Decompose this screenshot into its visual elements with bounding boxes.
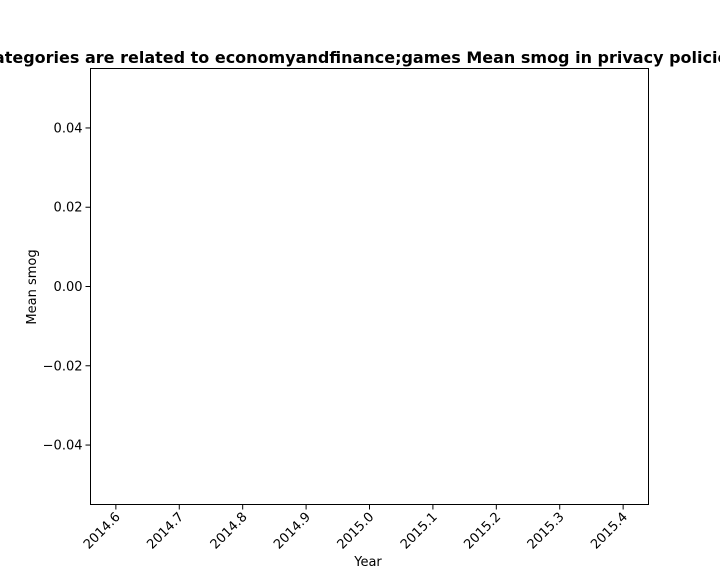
x-tick-label: 2014.6 [81, 510, 124, 553]
plot-area [90, 68, 649, 505]
x-tick-label: 2014.9 [271, 510, 314, 553]
y-tick-label: 0.04 [54, 121, 83, 136]
y-tick-label: 0.02 [54, 201, 83, 216]
x-tick-label: 2014.8 [208, 510, 251, 553]
x-axis: 2014.6 2014.7 2014.8 2014.9 2015.0 2015.1 2015… [81, 504, 631, 553]
x-tick-label: 2014.7 [144, 510, 187, 553]
y-tick-label: −0.02 [43, 359, 83, 374]
x-tick-label: 2015.0 [335, 510, 378, 553]
x-tick-label: 2015.1 [398, 510, 441, 553]
y-tick-label: 0.00 [54, 280, 83, 295]
x-tick-label: 2015.2 [461, 510, 504, 553]
x-tick-label: 2015.3 [525, 510, 568, 553]
y-axis: 0.04 0.02 0.00 −0.02 −0.04 [43, 121, 91, 454]
y-axis-label: Mean smog [25, 249, 40, 324]
chart-title: Categories are related to economyandfina… [0, 48, 720, 67]
x-axis-label: Year [353, 555, 382, 570]
x-tick-label: 2015.4 [588, 510, 631, 553]
y-tick-label: −0.04 [43, 439, 83, 454]
